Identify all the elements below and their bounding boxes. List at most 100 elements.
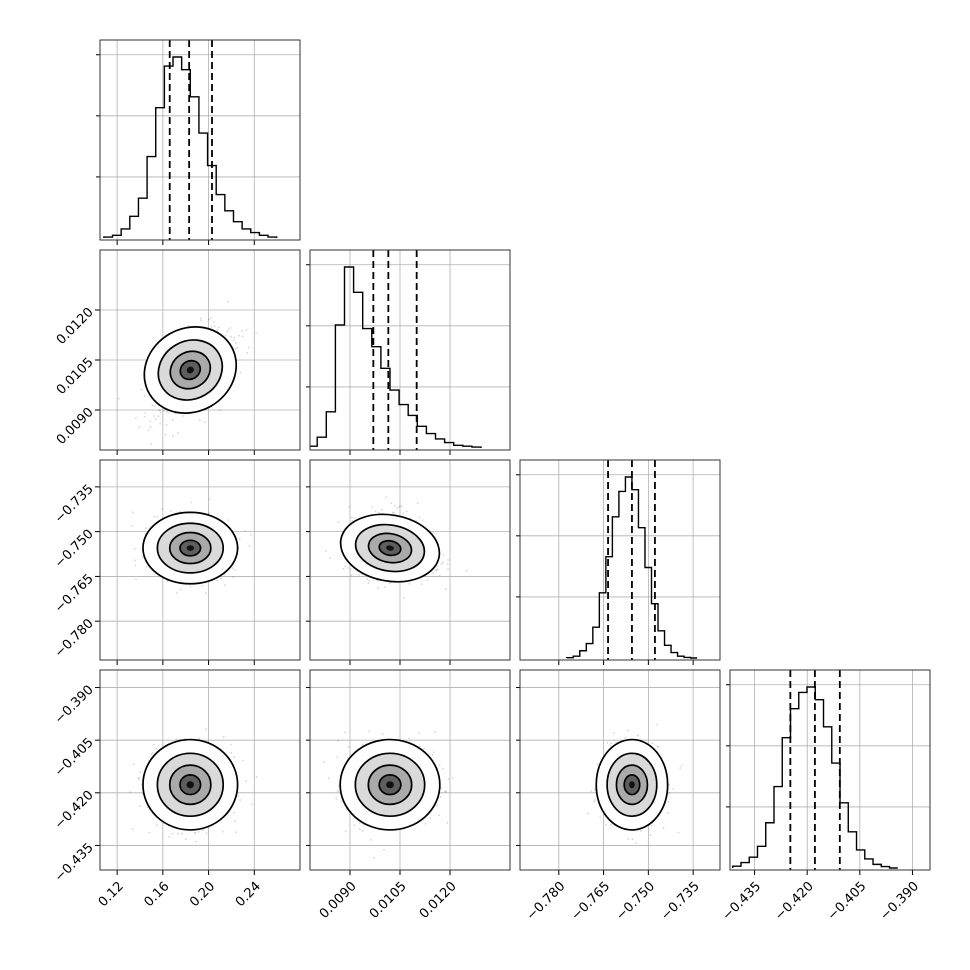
sample-point xyxy=(239,371,242,374)
histogram-bar xyxy=(757,846,765,868)
sample-point xyxy=(232,576,235,579)
sample-point xyxy=(384,586,386,588)
histogram-bar xyxy=(251,233,260,238)
sample-point xyxy=(143,394,146,397)
sample-point xyxy=(385,496,388,499)
sample-point xyxy=(153,743,155,746)
panel-frame xyxy=(309,669,511,871)
sample-point xyxy=(377,586,380,589)
sample-point xyxy=(135,417,137,419)
sample-point xyxy=(391,512,394,514)
sample-point xyxy=(438,814,440,817)
sample-point xyxy=(347,746,350,749)
sample-point xyxy=(662,826,665,829)
histogram-bar xyxy=(225,211,234,238)
density-layers xyxy=(143,326,238,414)
sample-point xyxy=(246,352,248,354)
sample-point xyxy=(161,508,164,511)
sample-point xyxy=(234,342,237,344)
sample-point xyxy=(166,410,169,413)
sample-point xyxy=(438,574,441,577)
density-layer xyxy=(186,545,194,551)
density-layers xyxy=(339,738,441,831)
sample-point xyxy=(408,737,410,740)
sample-point xyxy=(421,519,424,522)
sample-point xyxy=(238,334,240,337)
sample-point xyxy=(238,537,241,540)
histogram-bar xyxy=(619,491,626,658)
sample-point xyxy=(418,731,420,734)
sample-point xyxy=(353,824,356,827)
sample-point xyxy=(667,812,669,814)
histogram-bar xyxy=(606,557,613,658)
sample-point xyxy=(158,409,161,412)
sample-point xyxy=(435,568,438,571)
x-tick-label: −0.405 xyxy=(825,879,870,924)
sample-point xyxy=(680,765,683,767)
sample-point xyxy=(157,415,160,418)
sample-point xyxy=(465,569,468,572)
sample-point xyxy=(594,799,597,801)
y-tick-label: −0.405 xyxy=(52,735,97,780)
sample-point xyxy=(210,317,213,320)
sample-point xyxy=(657,746,660,748)
sample-point xyxy=(667,801,670,803)
sample-point xyxy=(350,574,353,577)
density-layer xyxy=(386,545,394,551)
x-tick-label: −0.765 xyxy=(569,879,614,924)
sample-point xyxy=(168,836,171,838)
y-tick-label: −0.435 xyxy=(52,840,97,885)
sample-point xyxy=(204,728,207,731)
sample-point xyxy=(651,742,654,745)
sample-point xyxy=(373,857,375,859)
sample-point xyxy=(230,751,233,754)
sample-point xyxy=(236,347,239,349)
sample-point xyxy=(337,784,340,787)
histogram-bar xyxy=(774,787,782,868)
sample-point xyxy=(439,795,442,798)
x-tick-label: 0.0105 xyxy=(367,879,410,922)
sample-point xyxy=(171,419,174,421)
sample-point xyxy=(131,828,134,830)
sample-point xyxy=(129,791,131,793)
sample-point xyxy=(201,585,204,587)
histogram-bar xyxy=(164,66,173,238)
histogram-bar xyxy=(363,329,372,448)
sample-point xyxy=(189,585,192,588)
x-tick-label: 0.20 xyxy=(187,879,218,910)
sample-point xyxy=(132,763,135,766)
sample-point xyxy=(381,733,384,736)
sample-point xyxy=(443,790,446,793)
sample-point xyxy=(402,512,404,515)
scatter-panel-2-1 xyxy=(306,459,511,665)
contour-line xyxy=(142,511,239,585)
sample-point xyxy=(164,433,167,436)
histogram-bar xyxy=(865,859,873,868)
sample-point xyxy=(358,573,361,576)
sample-point xyxy=(418,516,421,519)
contour-line xyxy=(595,738,669,831)
sample-point xyxy=(423,747,425,750)
contour-line xyxy=(169,350,212,390)
sample-point xyxy=(353,517,356,519)
sample-point xyxy=(442,561,445,564)
sample-point xyxy=(408,582,411,585)
sample-point xyxy=(200,317,202,320)
sample-point xyxy=(175,738,178,740)
y-tick-label: 0.0120 xyxy=(54,305,97,348)
sample-point xyxy=(433,731,436,733)
panel-frame xyxy=(519,669,721,871)
panel-content xyxy=(520,460,720,660)
sample-point xyxy=(451,777,454,779)
sample-point xyxy=(679,767,682,770)
sample-point xyxy=(138,426,141,429)
histogram-bar xyxy=(326,412,335,448)
histogram-panel-1 xyxy=(306,249,511,455)
sample-point xyxy=(447,559,449,561)
histogram-bar xyxy=(345,267,354,448)
panel-content xyxy=(100,250,300,450)
sample-point xyxy=(154,418,157,421)
sample-point xyxy=(131,511,134,514)
density-layers xyxy=(339,513,441,583)
sample-point xyxy=(627,837,630,840)
